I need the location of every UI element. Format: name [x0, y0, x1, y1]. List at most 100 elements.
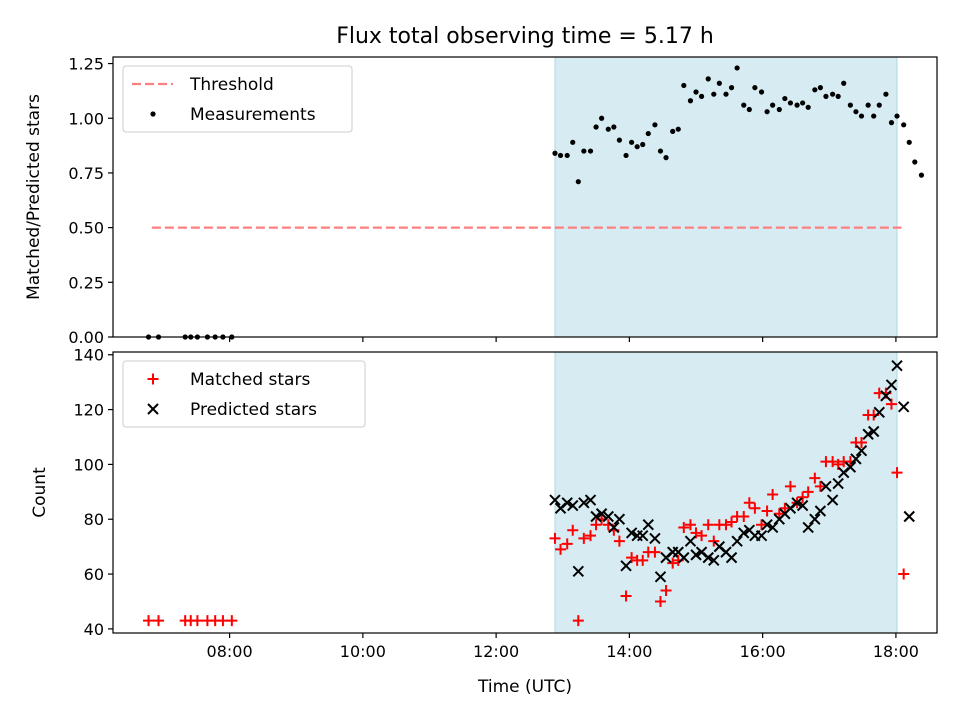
matched-star-point	[827, 456, 839, 468]
measurement-point	[817, 85, 823, 91]
series-matched-stars	[143, 387, 910, 627]
measurement-point	[552, 150, 558, 156]
x-tick-label: 12:00	[473, 642, 519, 661]
measurement-point	[670, 128, 676, 134]
measurement-point	[776, 106, 782, 113]
predicted-star-point	[867, 425, 880, 438]
predicted-star-point	[561, 497, 573, 509]
matched-star-point	[855, 436, 867, 448]
plot-frame	[112, 56, 938, 338]
measurement-point	[675, 126, 681, 132]
predicted-star-point	[809, 513, 821, 525]
predicted-star-point	[873, 406, 885, 419]
measurement-point	[605, 126, 611, 132]
legend: Threshold Measurements	[122, 65, 353, 133]
measurement-point	[564, 152, 570, 159]
predicted-star-point	[850, 453, 862, 465]
measurement-point	[705, 76, 711, 82]
measurement-point	[693, 89, 699, 95]
y-tick-label: 0.75	[68, 164, 104, 183]
matched-star-point	[898, 568, 910, 580]
matched-star-point	[561, 538, 573, 550]
matched-star-point	[143, 615, 155, 627]
measurement-point	[652, 122, 658, 128]
y-axis-label: Matched/Predicted stars	[24, 94, 44, 300]
predicted-star-point	[590, 510, 602, 523]
measurement-point	[640, 141, 646, 148]
matched-star-point	[590, 519, 602, 531]
predicted-star-point	[738, 527, 750, 539]
measurement-point	[865, 102, 871, 108]
matched-star-point	[678, 521, 690, 533]
measurement-point	[723, 91, 729, 97]
matched-star-point	[708, 535, 720, 547]
plot-frame	[112, 351, 938, 634]
measurement-point	[835, 93, 841, 99]
matched-star-point	[153, 615, 165, 627]
predicted-star-point	[625, 527, 638, 539]
x-tick-label: 10:00	[340, 642, 386, 661]
measurement-point	[629, 139, 635, 145]
chart-title: Flux total observing time = 5.17 h	[336, 24, 714, 49]
measurement-point	[746, 106, 752, 113]
measurement-point	[593, 124, 599, 130]
measurement-point	[752, 85, 758, 91]
predicted-star-point	[613, 513, 626, 525]
x-tick-label: 16:00	[740, 642, 786, 661]
matched-star-point	[702, 519, 714, 531]
matched-star-point	[649, 546, 661, 558]
measurement-point	[912, 159, 918, 165]
measurement-point	[800, 100, 806, 106]
predicted-star-point	[654, 571, 667, 583]
matched-star-point	[567, 524, 579, 536]
predicted-star-point	[567, 499, 579, 512]
bottom-panel: 40 60 80 100 120 140 08:00 10:00 12:00 14:00 16:00…	[30, 346, 938, 661]
predicted-star-point	[678, 551, 690, 564]
legend-matched-swatch	[147, 373, 159, 385]
shaded-span	[554, 351, 898, 634]
matched-star-point	[654, 595, 666, 607]
measurement-point	[575, 179, 581, 185]
predicted-star-point	[885, 379, 898, 391]
measurement-point	[728, 85, 735, 91]
y-tick-label: 1.25	[68, 55, 104, 74]
predicted-star-point	[725, 551, 738, 564]
measurement-point	[782, 95, 788, 102]
matched-star-point	[549, 532, 561, 544]
matched-star-point	[885, 398, 897, 410]
measurement-point	[698, 93, 705, 99]
predicted-star-point	[549, 494, 561, 506]
matched-star-point	[572, 615, 584, 627]
measurement-point	[758, 89, 765, 95]
measurement-point	[764, 109, 770, 115]
predicted-star-point	[761, 519, 773, 531]
predicted-star-point	[578, 497, 590, 509]
measurement-point	[687, 98, 694, 104]
measurement-point	[557, 152, 564, 159]
matched-star-point	[743, 497, 755, 509]
matched-star-point	[773, 508, 785, 520]
predicted-star-point	[690, 549, 702, 561]
predicted-star-point	[897, 401, 910, 413]
matched-star-point	[832, 458, 844, 470]
legend-box	[122, 65, 353, 133]
y-tick-label: 0.50	[68, 219, 104, 238]
x-tick-label: 18:00	[873, 642, 919, 661]
predicted-star-point	[731, 535, 743, 547]
predicted-star-point	[791, 497, 803, 509]
measurement-point	[906, 139, 912, 145]
matched-star-point	[797, 491, 809, 503]
measurement-point	[581, 148, 587, 154]
predicted-star-point	[620, 560, 632, 572]
matched-star-point	[767, 489, 779, 501]
predicted-star-point	[826, 494, 839, 506]
predicted-star-point	[684, 535, 697, 547]
y-tick-label: 80	[84, 510, 104, 529]
legend-measurement-swatch	[150, 111, 156, 117]
predicted-star-point	[891, 359, 903, 372]
predicted-star-point	[832, 477, 844, 490]
measurement-point	[823, 93, 829, 99]
measurement-point	[587, 148, 594, 154]
y-tick-label: 0.00	[68, 328, 104, 347]
